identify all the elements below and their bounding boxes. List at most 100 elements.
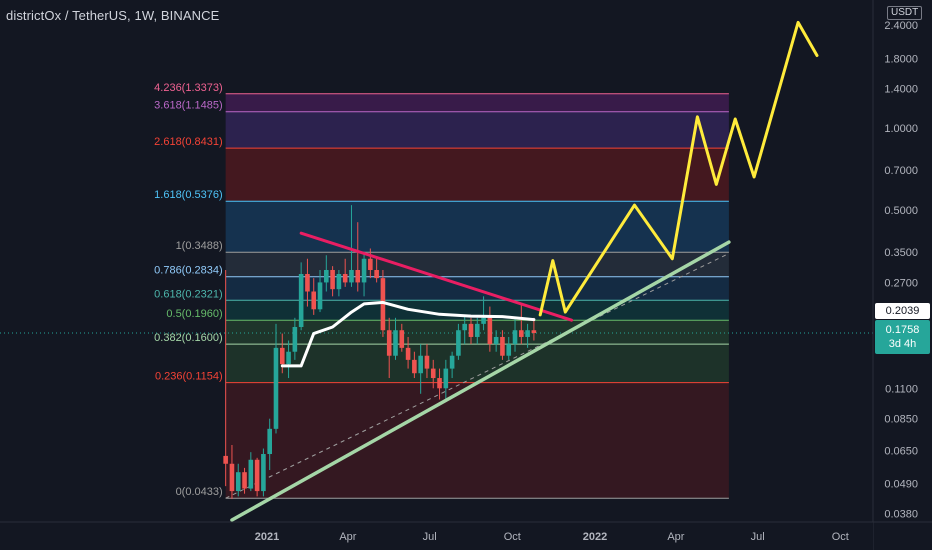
candle-body: [305, 273, 310, 292]
price-axis-bg: [873, 0, 932, 550]
fib-level-label: 4.236(1.3373): [154, 82, 223, 94]
candle-body: [412, 359, 417, 374]
candle-body: [456, 330, 461, 356]
currency-label[interactable]: USDT: [887, 6, 923, 20]
projection-path: [538, 20, 819, 317]
price-tick-label: 0.1100: [885, 383, 918, 395]
fib-level-label: 0.382(0.1600): [154, 332, 223, 344]
time-tick-label: 2021: [255, 531, 279, 543]
candle-body: [229, 463, 235, 492]
price-tick-label: 0.0650: [884, 445, 918, 457]
candle-body: [405, 347, 411, 360]
fib-zone: [225, 344, 729, 383]
candle-body: [487, 317, 493, 345]
candle-body: [317, 282, 323, 310]
candle-body: [474, 323, 480, 337]
candle-body: [374, 270, 379, 279]
candle-body: [254, 459, 260, 492]
candle-body: [261, 454, 266, 492]
price-tick-label: 0.0380: [884, 509, 918, 521]
candle-body: [531, 330, 537, 334]
price-tick-label: 0.0850: [884, 414, 918, 426]
last-price-tag: 0.2039: [875, 303, 930, 319]
fib-level-label: 0.786(0.2834): [154, 265, 223, 277]
candle-body: [235, 472, 241, 492]
candle-body: [336, 273, 342, 290]
candle-body: [393, 330, 398, 356]
candle-body: [481, 317, 486, 324]
candle-body: [355, 270, 361, 283]
candle-body: [430, 368, 436, 379]
candle-body: [424, 355, 430, 369]
time-tick-label: Apr: [339, 531, 356, 543]
fib-level-label: 1.618(0.5376): [154, 189, 223, 201]
candle-body: [349, 270, 354, 283]
fib-zone: [225, 93, 729, 112]
time-tick-label: Jul: [423, 531, 437, 543]
candle-body: [519, 330, 524, 337]
candle-body: [279, 347, 285, 365]
candle-body: [506, 344, 512, 356]
candle-body: [399, 330, 405, 348]
candle-body: [462, 323, 467, 331]
candle-body: [512, 330, 518, 345]
candle-body: [449, 355, 455, 369]
candle-body: [437, 378, 442, 389]
fib-level-label: 0.5(0.1960): [166, 308, 222, 320]
candle-body: [298, 273, 304, 328]
price-tick-label: 1.4000: [884, 83, 918, 95]
candle-body: [292, 327, 298, 352]
time-axis-bg: [0, 522, 873, 550]
fib-level-label: 0(0.0433): [176, 486, 223, 498]
candle-body: [286, 351, 291, 365]
fib-level-label: 1(0.3488): [176, 240, 223, 252]
fib-zone: [225, 148, 729, 202]
bar-countdown: 3d 4h: [888, 338, 917, 350]
fib-level-label: 0.618(0.2321): [154, 288, 223, 300]
price-tick-label: 0.7000: [884, 165, 918, 177]
candle-body: [500, 336, 505, 356]
price-tick-label: 0.2700: [884, 277, 918, 289]
fib-zone: [225, 201, 729, 253]
fib-level-label: 3.618(1.1485): [154, 100, 223, 112]
candle-body: [242, 472, 247, 489]
symbol-title: districtOx / TetherUS, 1W, BINANCE: [6, 8, 220, 23]
current-price-tag: 0.1758 3d 4h: [875, 320, 930, 354]
fib-level-label: 0.236(0.1154): [155, 371, 223, 383]
time-tick-label: Jul: [751, 531, 765, 543]
candle-body: [386, 330, 392, 356]
time-tick-label: Apr: [667, 531, 684, 543]
candle-body: [324, 270, 329, 283]
candle-body: [342, 273, 348, 283]
candle-body: [368, 258, 373, 270]
current-price-value: 0.1758: [885, 324, 920, 336]
price-tick-label: 0.5000: [884, 205, 918, 217]
price-tick-label: 0.3500: [884, 247, 918, 259]
candle-body: [311, 291, 317, 310]
candle-body: [248, 459, 254, 489]
candle-body: [380, 278, 386, 331]
candle-body: [418, 355, 423, 374]
dashed-trend-line: [225, 253, 730, 499]
candle-body: [223, 455, 228, 464]
price-tick-label: 1.8000: [884, 54, 918, 66]
candle-body: [525, 330, 530, 337]
candle-body: [493, 336, 499, 345]
price-tick-label: 1.0000: [884, 123, 918, 135]
price-tick-label: 0.0490: [884, 479, 918, 491]
moving-average-line: [280, 300, 536, 368]
fib-level-label: 2.618(0.8431): [154, 136, 223, 148]
candle-body: [443, 368, 449, 389]
time-tick-label: 2022: [583, 531, 607, 543]
time-tick-label: Oct: [832, 531, 849, 543]
resistance-trend-line: [299, 231, 574, 322]
candle-body: [330, 270, 335, 290]
candle-body: [468, 323, 474, 337]
price-tick-label: 2.4000: [884, 20, 918, 32]
fib-zone: [225, 111, 729, 149]
fib-zone: [225, 382, 729, 499]
candle-body: [267, 428, 272, 455]
fib-zone: [225, 252, 729, 277]
